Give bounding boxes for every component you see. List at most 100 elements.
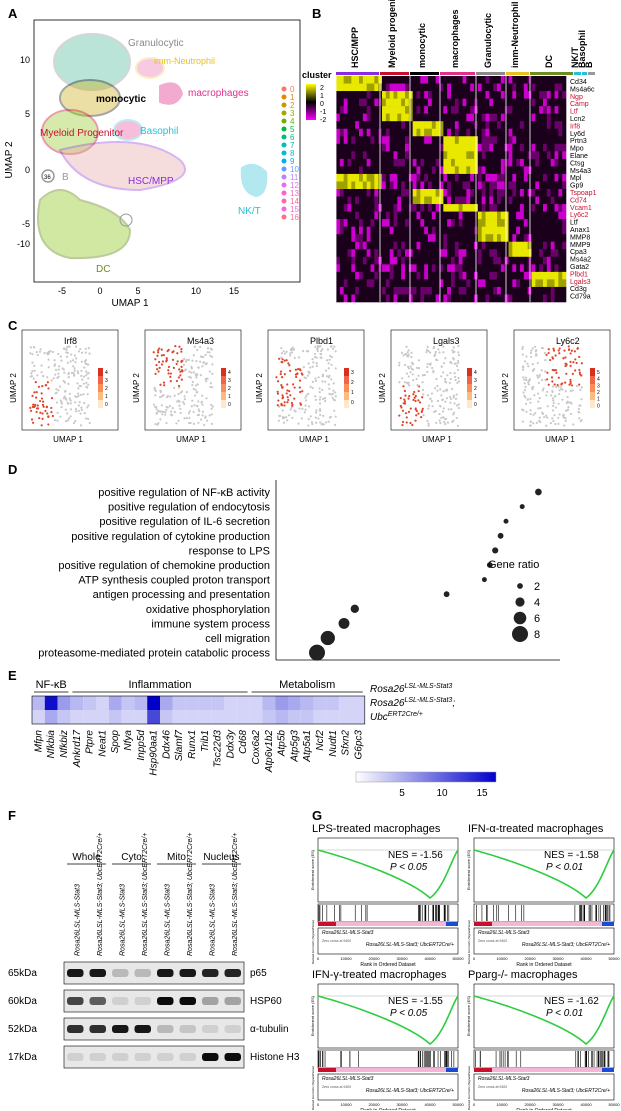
feature-x-label: UMAP 1 — [53, 435, 83, 444]
e-category-label: NF-κB — [36, 679, 67, 691]
e-cell — [121, 710, 135, 724]
e-gene-label: Sfxn2 — [341, 730, 352, 756]
gene-label: Irf8 — [570, 123, 580, 130]
e-cell — [300, 696, 314, 710]
e-cell — [288, 710, 301, 724]
gsea-neg-label: Rosa26LSL-MLS-Stat3; UbcERT2Cre/+ — [522, 942, 610, 948]
go-dot — [535, 488, 542, 496]
heatmap-gene-labels: Cd34Ms4a6cNgpCampLtfLcn2Irf8Ly6dPrtn3Mpo… — [570, 79, 597, 301]
go-term-label: response to LPS — [189, 545, 270, 557]
feature-y-label: UMAP 2 — [255, 373, 264, 403]
e-gene-label: Nfkbia — [46, 730, 57, 759]
e-cell — [134, 696, 148, 710]
e-cell — [44, 710, 58, 724]
group-label: Myeloid progenitor — [387, 0, 397, 68]
gsea-xtick: 30000 — [396, 1102, 408, 1107]
e-gene-label: Nfya — [123, 730, 134, 751]
blot-kda-label: 17kDa — [8, 1052, 37, 1063]
feature-y-label: UMAP 2 — [378, 373, 387, 403]
gene-label: MMP8 — [570, 234, 590, 241]
gsea-nes: NES = -1.56 — [388, 850, 443, 861]
gsea-curve — [317, 849, 459, 900]
gsea-xtick: 40000 — [580, 956, 592, 961]
gsea-plot: IFN-γ-treated macrophages NES = -1.55P < … — [310, 969, 464, 1110]
e-gene-label: Ddx3y — [225, 729, 236, 758]
group-label: monocytic — [417, 23, 427, 68]
legend-dot — [281, 102, 287, 108]
e-cell — [339, 696, 352, 710]
e-cell — [172, 710, 186, 724]
feature-y-label: UMAP 2 — [501, 373, 510, 403]
gsea-xtick: 10000 — [496, 956, 508, 961]
go-term-label: positive regulation of NF-κB activity — [98, 487, 270, 499]
umap-cluster-plot: Granulocytic imm-Neutrophil monocytic ma… — [4, 19, 301, 309]
e-gene-label: Cd68 — [238, 730, 249, 754]
gsea-ylabel-bottom: Ranked list metric (Signal2Noise) — [311, 1066, 315, 1110]
x-tick-label: 0 — [97, 286, 102, 296]
go-term-label: immune system process — [151, 618, 270, 630]
panel-letter-f: F — [8, 808, 16, 823]
e-cell — [70, 696, 84, 710]
feature-gene-label: Irf8 — [64, 336, 77, 346]
blot-band — [157, 1053, 174, 1061]
blot-group-label: Nucleus — [203, 852, 239, 863]
legend-dot — [281, 150, 287, 156]
e-cell — [70, 710, 84, 724]
e-cell — [236, 696, 250, 710]
blot-band — [224, 997, 241, 1005]
gsea-xtick: 20000 — [524, 956, 536, 961]
feature-scale-tick: 2 — [105, 386, 108, 392]
blot-strip — [63, 961, 245, 985]
gene-label: Mpo — [570, 146, 584, 153]
feature-plot: Irf8 4 3 2 1 0 UMAP 2 UMAP 1 — [9, 329, 119, 444]
feature-x-label: UMAP 1 — [176, 435, 206, 444]
blot-strip — [63, 989, 245, 1013]
e-cell — [275, 696, 288, 710]
blot-band — [179, 997, 196, 1005]
e-scale-tick: 5 — [399, 788, 405, 799]
blot-kda-label: 65kDa — [8, 968, 37, 979]
blot-band — [112, 969, 129, 977]
gene-label: Gp9 — [570, 183, 583, 190]
blot-band — [202, 1053, 219, 1061]
blot-band — [112, 1025, 129, 1033]
e-gene-label: G6pc3 — [353, 730, 364, 760]
e-cell — [108, 696, 122, 710]
e-colorbar — [355, 771, 497, 783]
gsea-xlabel: Rank in Ordered Dataset — [360, 1108, 416, 1110]
legend-dot — [517, 583, 523, 589]
feature-gene-label: Ms4a3 — [187, 336, 214, 346]
legend-dot — [281, 94, 287, 100]
gsea-xlabel: Rank in Ordered Dataset — [516, 1108, 572, 1110]
legend-dot — [281, 158, 287, 164]
legend-label: 14 — [290, 197, 299, 206]
e-cell — [83, 696, 96, 710]
e-gene-label: Ddx46 — [161, 730, 172, 759]
e-cell — [326, 696, 340, 710]
gsea-xtick: 20000 — [368, 1102, 380, 1107]
group-label: Basophil — [577, 30, 587, 68]
e-gene-label: Cox6a2 — [251, 730, 262, 765]
group-label: DC — [544, 55, 554, 68]
gsea-xtick: 50000 — [452, 1102, 464, 1107]
gsea-ylabel-bottom: Ranked list metric (Signal2Noise) — [467, 1066, 471, 1110]
blot-band — [179, 1053, 196, 1061]
panel-letter-a: A — [8, 6, 18, 21]
gene-label: Ctsg — [570, 160, 585, 167]
legend-dot — [513, 611, 527, 625]
gene-label: Lcn2 — [570, 116, 585, 123]
go-term-label: cell migration — [205, 633, 270, 645]
go-term-label: positive regulation of chemokine product… — [58, 560, 270, 572]
go-dot-plot: positive regulation of NF-κB activity pos… — [38, 480, 560, 661]
feature-plot: Lgals3 4 3 2 1 0 UMAP 2 UMAP 1 — [378, 329, 488, 444]
blot-band — [134, 1053, 151, 1061]
panel-letter-d: D — [8, 462, 18, 477]
blot-band — [67, 997, 84, 1005]
legend-dot — [281, 126, 287, 132]
blot-band — [67, 1053, 84, 1061]
e-cell — [339, 710, 352, 724]
gene-label: Camp — [570, 101, 589, 108]
blot-band — [157, 1025, 174, 1033]
feature-y-label: UMAP 2 — [9, 373, 18, 403]
